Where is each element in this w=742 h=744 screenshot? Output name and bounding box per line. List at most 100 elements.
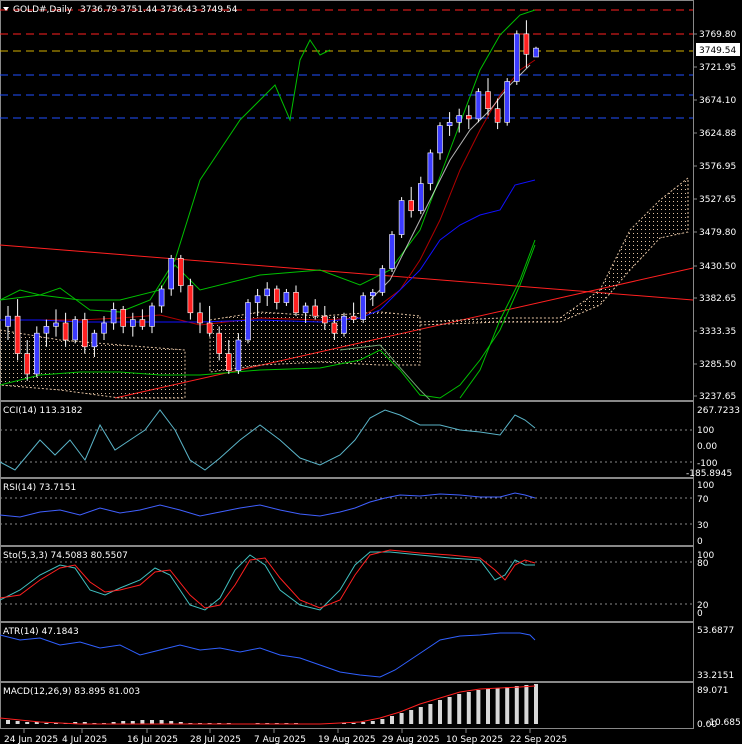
svg-text:-100: -100: [697, 459, 718, 469]
candle-body: [101, 322, 107, 334]
price-tick-label: 3479.80: [699, 228, 736, 238]
svg-text:0: 0: [697, 609, 703, 619]
green-line: [0, 39, 331, 313]
macd-bar: [342, 723, 346, 724]
macd-bar: [111, 722, 116, 724]
price-tick-label: 3382.65: [699, 294, 736, 304]
macd-bar: [370, 721, 375, 724]
svg-text:0: 0: [697, 537, 703, 547]
candle-body: [216, 332, 222, 354]
candle-body: [187, 285, 194, 314]
macd-bar: [418, 707, 423, 724]
candle-body: [53, 322, 59, 327]
candle-body: [226, 353, 232, 371]
rsi-label: RSI(14) 73.7151: [3, 483, 76, 493]
macd-bar: [150, 720, 154, 724]
candle-body: [475, 91, 482, 120]
stochastic-panel: Sto(5,3,3) 74.5083 80.5507 100 80 20 0: [0, 549, 714, 619]
svg-text:53.6877: 53.6877: [697, 626, 734, 636]
candle-body: [312, 305, 319, 317]
sto-label: Sto(5,3,3) 74.5083 80.5507: [3, 551, 128, 561]
price-tick-label: 3285.50: [699, 360, 736, 370]
macd-bar: [486, 689, 490, 724]
macd-bar: [457, 694, 462, 724]
macd-bar: [130, 721, 135, 724]
macd-bar: [121, 721, 126, 724]
macd-bar: [34, 722, 39, 724]
sto-main-line: [0, 551, 535, 611]
svg-text:100: 100: [697, 426, 714, 436]
macd-signal-line: [0, 685, 536, 725]
candle-body: [331, 322, 338, 334]
date-tick-label: 16 Jul 2025: [127, 735, 178, 744]
date-tick-label: 19 Aug 2025: [318, 735, 376, 744]
candle-body: [139, 319, 146, 327]
atr-panel: ATR(14) 47.1843 53.6877 33.2151: [0, 626, 734, 681]
svg-text:20: 20: [697, 601, 709, 611]
macd-bar: [178, 722, 183, 724]
candle-body: [437, 125, 443, 154]
price-tick-label: 3237.65: [699, 392, 736, 402]
candle-body: [417, 183, 424, 212]
date-tick-label: 29 Aug 2025: [382, 735, 440, 744]
dropdown-triangle-icon[interactable]: [3, 7, 9, 11]
macd-panel: MACD(12,26,9) 83.895 81.003 89.071 -10.6…: [0, 684, 741, 730]
svg-text:70: 70: [697, 495, 709, 505]
chart-header: GOLD#,Daily 3736.79 3751.44 3736.43 3749…: [3, 5, 238, 15]
candle-body: [350, 315, 357, 320]
macd-bar: [409, 710, 414, 724]
candlesticks: [5, 20, 539, 381]
macd-bar: [447, 697, 452, 724]
svg-text:30: 30: [697, 521, 709, 531]
long-ma: [459, 239, 536, 399]
candle-body: [62, 322, 69, 341]
macd-bar: [159, 720, 164, 724]
candle-body: [446, 121, 453, 126]
candle-body: [369, 292, 376, 297]
macd-bar: [466, 692, 471, 724]
candle-body: [302, 305, 309, 314]
cci-line: [0, 409, 536, 471]
macd-bar: [428, 704, 433, 724]
date-tick-label: 28 Jul 2025: [190, 735, 241, 744]
candle-body: [379, 268, 386, 293]
macd-bar: [140, 720, 145, 724]
macd-bar: [438, 700, 442, 724]
price-axis: 3769.80 3721.95 3674.10 3624.88 3576.95 3527.…: [693, 30, 736, 402]
date-tick-label: 7 Aug 2025: [254, 735, 306, 744]
svg-text:89.071: 89.071: [697, 686, 729, 696]
candle-body: [120, 309, 126, 327]
atr-line: [0, 632, 536, 678]
candle-body: [398, 200, 405, 235]
macd-bar: [495, 688, 500, 724]
candle-body: [91, 332, 98, 348]
candle-body: [110, 309, 117, 324]
candle-body: [245, 302, 251, 341]
macd-bar: [476, 690, 481, 724]
macd-bar: [15, 721, 20, 724]
ohlc-readout: 3736.79 3751.44 3736.43 3749.54: [80, 5, 238, 15]
date-tick-label: 22 Sep 2025: [510, 735, 567, 744]
date-tick-label: 10 Sep 2025: [446, 735, 503, 744]
atr-label: ATR(14) 47.1843: [3, 627, 79, 637]
svg-text:100: 100: [697, 551, 714, 561]
macd-bar: [524, 685, 529, 724]
candle-body: [14, 315, 21, 354]
cci-label: CCI(14) 113.3182: [3, 406, 83, 416]
price-levels: [0, 9, 693, 119]
price-tick-label: 3430.50: [699, 262, 736, 272]
candle-body: [494, 108, 501, 123]
candle-body: [408, 200, 415, 212]
macd-bar: [73, 722, 78, 724]
upper-band: [0, 9, 536, 301]
candle-body: [427, 152, 434, 184]
candle-body: [158, 288, 165, 307]
svg-text:33.2151: 33.2151: [697, 671, 734, 681]
macd-bar: [361, 722, 366, 724]
pale-ma: [369, 64, 531, 301]
date-tick-label: 24 Jun 2025: [4, 735, 58, 744]
date-tick-label: 4 Jul 2025: [62, 735, 107, 744]
price-tick-label: 3576.95: [699, 162, 736, 172]
svg-text:-185.8945: -185.8945: [686, 469, 732, 479]
